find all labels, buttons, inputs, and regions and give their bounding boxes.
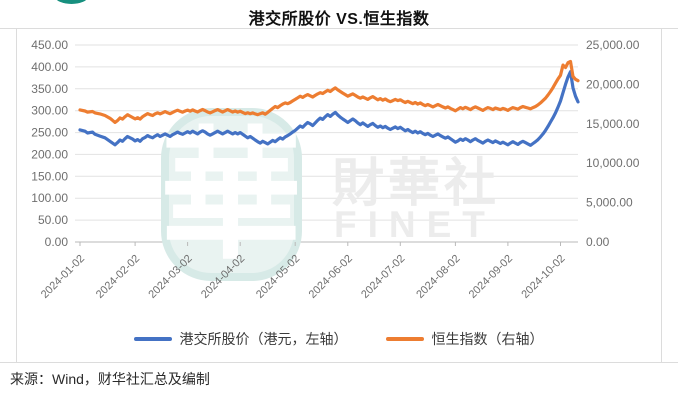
chart-frame-border-right (661, 28, 662, 362)
y-left-tick-label: 100.00 (31, 191, 68, 205)
y-right-tick-label: 0.00 (586, 235, 610, 249)
y-left-tick-label: 150.00 (31, 169, 68, 183)
chart-frame-border-bottom (0, 362, 678, 363)
y-right-tick-label: 20,000.00 (586, 77, 640, 91)
x-tick-label: 2024-02-02 (94, 253, 142, 301)
y-left-tick-label: 300.00 (31, 104, 68, 118)
y-left-tick-label: 450.00 (31, 38, 68, 52)
y-left-tick-label: 250.00 (31, 126, 68, 140)
x-tick-label: 2024-06-02 (307, 253, 355, 301)
chart-frame-border-left (16, 28, 17, 362)
y-right-tick-label: 25,000.00 (586, 38, 640, 52)
y-right-tick-label: 5,000.00 (586, 196, 633, 210)
y-right-tick-label: 10,000.00 (586, 156, 640, 170)
x-tick-label: 2024-08-02 (414, 253, 462, 301)
hkex-price-line (78, 70, 580, 147)
hsi-line-swatch (385, 337, 424, 341)
watermark-brand-en: FINET (334, 204, 496, 245)
chart-frame-border-top (0, 28, 678, 29)
x-tick-label: 2024-09-02 (467, 253, 515, 301)
chart-title: 港交所股价 VS.恒生指数 (248, 11, 430, 28)
watermark-seal-character: 華 (160, 118, 302, 276)
hkex-line-swatch (133, 337, 172, 341)
y-left-tick-label: 50.00 (38, 213, 68, 227)
legend: 港交所股价（港元，左轴） 恒生指数（右轴） (16, 329, 661, 349)
x-tick-label: 2024-07-02 (359, 253, 407, 301)
x-tick-label: 2024-05-02 (254, 253, 302, 301)
finet-logo-icon (55, 0, 88, 4)
hsi-index-line (78, 59, 580, 125)
watermark-brand-cn: 財華社 (332, 155, 500, 213)
x-tick-label: 2024-04-02 (199, 253, 247, 301)
x-tick-label: 2024-10-02 (519, 253, 567, 301)
y-right-tick-label: 15,000.00 (586, 117, 640, 131)
y-left-tick-label: 200.00 (31, 147, 68, 161)
y-left-tick-label: 350.00 (31, 82, 68, 96)
source-note: 来源：Wind，财华社汇总及编制 (10, 371, 210, 387)
legend-item-hsi: 恒生指数（右轴） (385, 329, 544, 349)
watermark-seal (161, 108, 302, 281)
x-tick-label: 2024-03-02 (146, 253, 194, 301)
legend-item-hkex: 港交所股价（港元，左轴） (133, 329, 348, 349)
legend-label-hsi: 恒生指数（右轴） (431, 331, 544, 347)
y-left-tick-label: 0.00 (45, 235, 69, 249)
y-left-tick-label: 400.00 (31, 60, 68, 74)
legend-label-hkex: 港交所股价（港元，左轴） (179, 331, 348, 347)
x-tick-label: 2024-01-02 (39, 253, 87, 301)
